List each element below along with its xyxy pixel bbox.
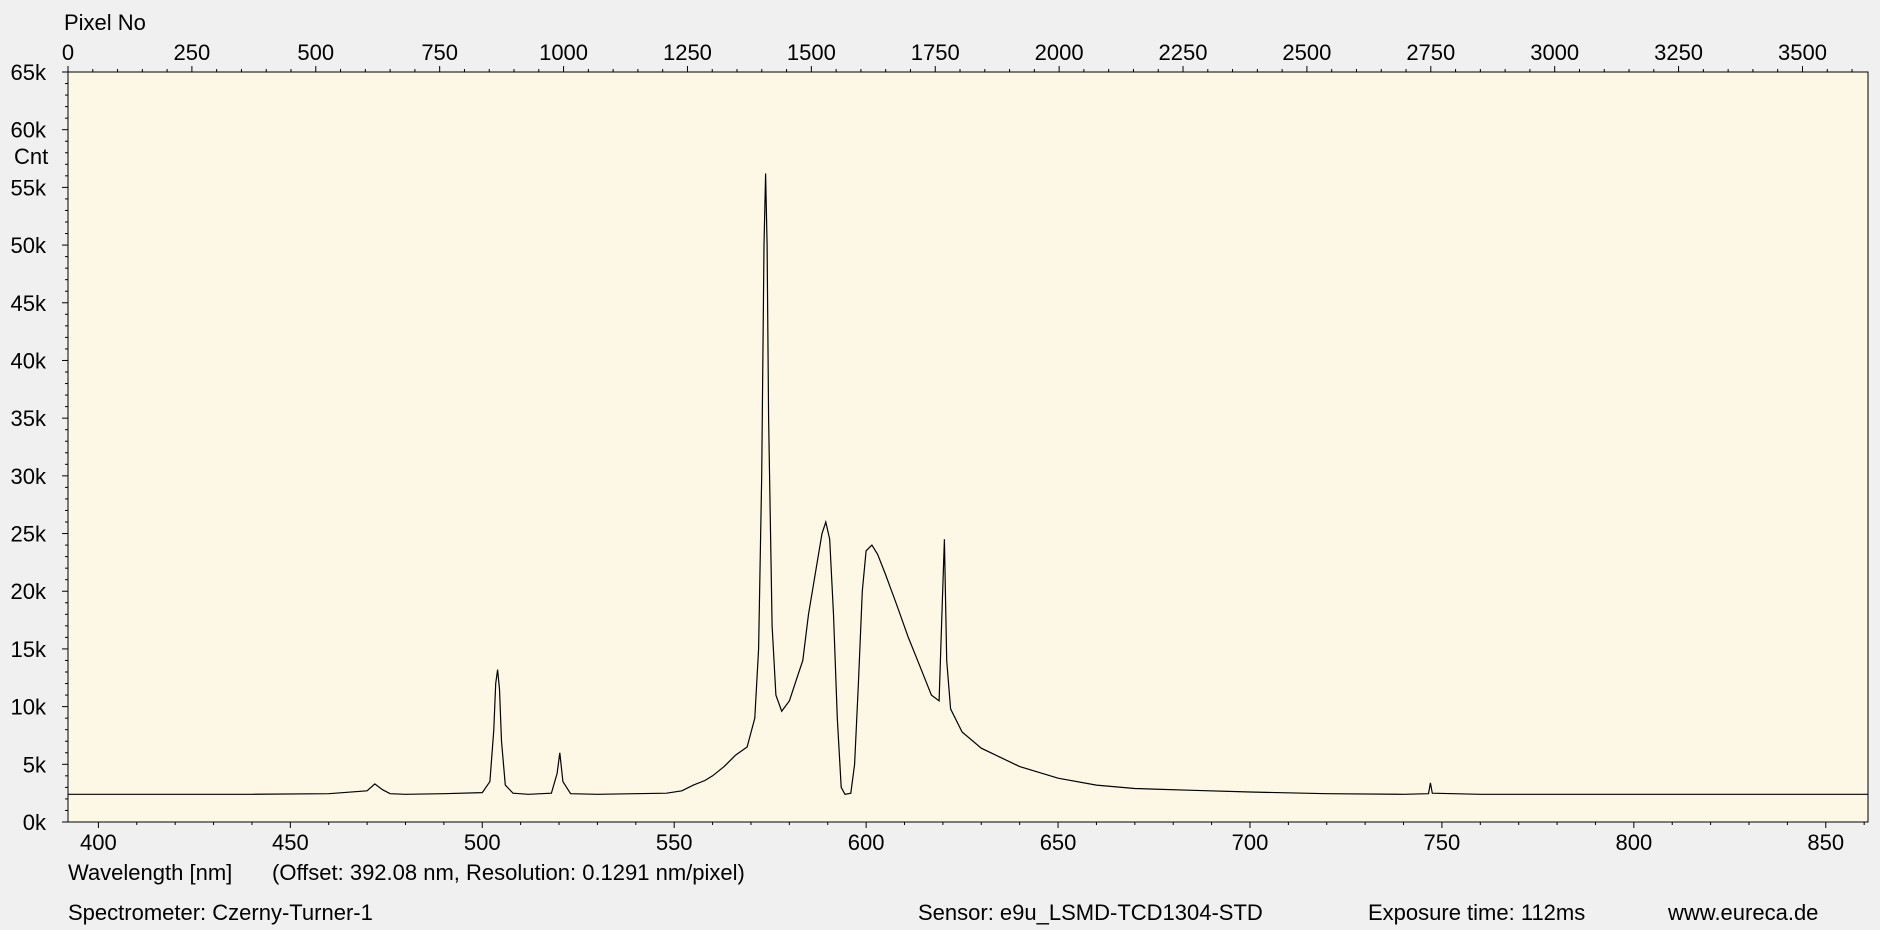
x-tick-label: 600 <box>848 830 885 855</box>
x-tick-label: 800 <box>1615 830 1652 855</box>
top-tick-label: 1250 <box>663 40 712 65</box>
exposure-label: Exposure time: 112ms <box>1368 900 1586 925</box>
website-link[interactable]: www.eureca.de <box>1668 900 1819 925</box>
top-tick-label: 1000 <box>539 40 588 65</box>
y-tick-label: 50k <box>11 233 47 258</box>
plot-area <box>68 72 1868 822</box>
axis-ticks: 0 250 500 750 1000 1250 1500 1750 2000 2250 2500 27… <box>11 40 1865 855</box>
y-tick-label: 35k <box>11 406 47 431</box>
x-tick-label: 400 <box>80 830 117 855</box>
y-tick-label: 5k <box>23 752 47 777</box>
y-tick-label: 60k <box>11 118 47 143</box>
y-tick-label: 45k <box>11 291 47 316</box>
top-tick-label: 1750 <box>911 40 960 65</box>
y-tick-label: 15k <box>11 637 47 662</box>
x-tick-label: 500 <box>464 830 501 855</box>
y-tick-label: 0k <box>23 810 47 835</box>
top-tick-label: 1500 <box>787 40 836 65</box>
x-tick-label: 450 <box>272 830 309 855</box>
top-tick-label: 250 <box>174 40 211 65</box>
x-tick-label: 850 <box>1807 830 1844 855</box>
top-tick-label: 2500 <box>1282 40 1331 65</box>
x-tick-label: 650 <box>1040 830 1077 855</box>
x-tick-label: 750 <box>1424 830 1461 855</box>
x-axis-label: Wavelength [nm] <box>68 860 232 885</box>
sensor-label: Sensor: e9u_LSMD-TCD1304-STD <box>918 900 1263 925</box>
top-tick-label: 3250 <box>1654 40 1703 65</box>
top-tick-label: 2000 <box>1035 40 1084 65</box>
top-tick-label: 3500 <box>1778 40 1827 65</box>
y-unit-label: Cnt <box>14 144 48 169</box>
top-tick-label: 3000 <box>1530 40 1579 65</box>
y-tick-label: 40k <box>11 348 47 373</box>
x-tick-label: 550 <box>656 830 693 855</box>
y-tick-label: 30k <box>11 464 47 489</box>
y-tick-label: 10k <box>11 695 47 720</box>
x-axis-offset-resolution-note: (Offset: 392.08 nm, Resolution: 0.1291 n… <box>272 860 745 885</box>
plot-frame <box>67 71 1869 823</box>
top-tick-label: 2250 <box>1159 40 1208 65</box>
top-tick-label: 500 <box>297 40 334 65</box>
spectrum-series-line <box>68 173 1868 795</box>
x-tick-label: 700 <box>1232 830 1269 855</box>
y-tick-label: 20k <box>11 579 47 604</box>
spectrometer-label: Spectrometer: Czerny-Turner-1 <box>68 900 373 925</box>
y-tick-label: 65k <box>11 60 47 85</box>
top-axis-label: Pixel No <box>64 10 146 35</box>
y-tick-label: 55k <box>11 175 47 200</box>
top-tick-label: 2750 <box>1406 40 1455 65</box>
top-tick-label: 750 <box>421 40 458 65</box>
y-tick-label: 25k <box>11 522 47 547</box>
top-tick-label: 0 <box>62 40 74 65</box>
